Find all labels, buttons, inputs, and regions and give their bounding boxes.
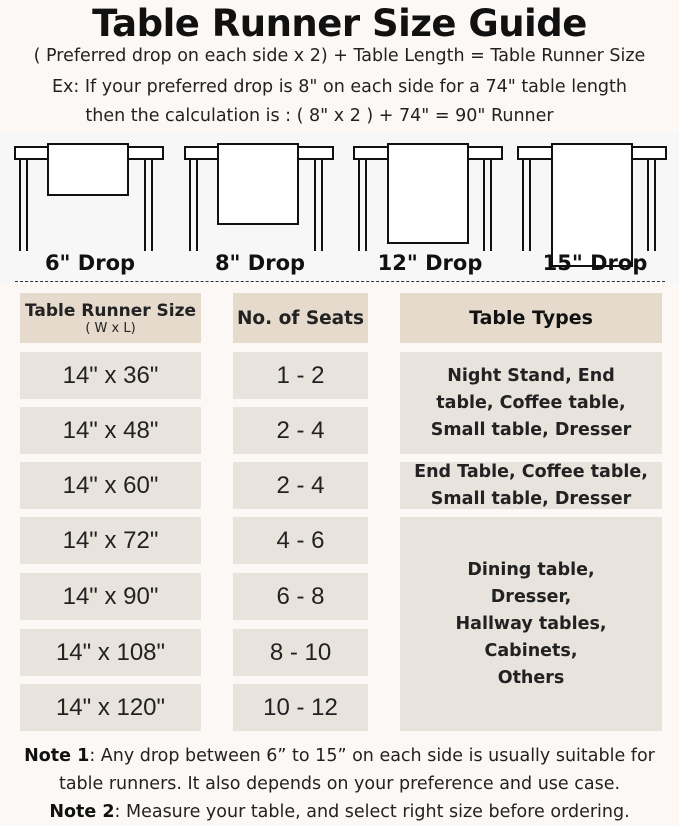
size-cell: 14" x 72" bbox=[20, 517, 201, 564]
table-type-cell-2: End Table, Coffee table, Small table, Dr… bbox=[400, 462, 662, 509]
drop-label-6: 6" Drop bbox=[44, 251, 136, 275]
header-types: Table Types bbox=[400, 293, 662, 343]
seats-cell: 4 - 6 bbox=[233, 517, 368, 564]
runner bbox=[217, 143, 299, 225]
size-cell: 14" x 60" bbox=[20, 462, 201, 509]
note-2-label: Note 2 bbox=[49, 802, 115, 822]
note-2: Note 2: Measure your table, and select r… bbox=[0, 802, 679, 822]
header-types-label: Table Types bbox=[469, 307, 593, 329]
drop-label-12: 12" Drop bbox=[377, 251, 483, 275]
table-type-cell-1: Night Stand, End table, Coffee table, Sm… bbox=[400, 352, 662, 454]
seats-cell: 10 - 12 bbox=[233, 684, 368, 731]
note-1-label: Note 1 bbox=[24, 746, 90, 766]
header-seats: No. of Seats bbox=[233, 293, 368, 343]
size-cell: 14" x 120" bbox=[20, 684, 201, 731]
note-1-continued: table runners. It also depends on your p… bbox=[58, 774, 621, 794]
note-1-text: : Any drop between 6” to 15” on each sid… bbox=[89, 746, 655, 766]
table-type-cell-3: Dining table, Dresser, Hallway tables, C… bbox=[400, 517, 662, 731]
note-1: Note 1: Any drop between 6” to 15” on ea… bbox=[0, 746, 679, 766]
formula-text: ( Preferred drop on each side x 2) + Tab… bbox=[33, 46, 646, 66]
drop-label-8: 8" Drop bbox=[214, 251, 306, 275]
size-cell: 14" x 36" bbox=[20, 352, 201, 399]
seats-cell: 8 - 10 bbox=[233, 629, 368, 676]
seats-cell: 1 - 2 bbox=[233, 352, 368, 399]
note-2-text: : Measure your table, and select right s… bbox=[114, 802, 630, 822]
size-cell: 14" x 90" bbox=[20, 573, 201, 620]
example-line-1: Ex: If your preferred drop is 8" on each… bbox=[51, 77, 627, 97]
drop-label-15: 15" Drop bbox=[542, 251, 648, 275]
seats-cell: 6 - 8 bbox=[233, 573, 368, 620]
seats-cell: 2 - 4 bbox=[233, 407, 368, 454]
example-line-2: then the calculation is : ( 8" x 2 ) + 7… bbox=[85, 106, 554, 126]
runner bbox=[47, 143, 129, 196]
header-size-label: Table Runner Size bbox=[24, 300, 197, 321]
seats-cell: 2 - 4 bbox=[233, 462, 368, 509]
size-cell: 14" x 108" bbox=[20, 629, 201, 676]
table-drop-illustration bbox=[14, 143, 667, 267]
runner bbox=[551, 143, 633, 267]
dashed-divider bbox=[15, 281, 665, 282]
size-cell: 14" x 48" bbox=[20, 407, 201, 454]
drop-illustrations bbox=[0, 133, 679, 283]
page-title: Table Runner Size Guide bbox=[92, 2, 587, 45]
header-size-sub: ( W x L) bbox=[85, 320, 136, 336]
header-size: Table Runner Size ( W x L) bbox=[20, 293, 201, 343]
runner bbox=[387, 143, 469, 244]
